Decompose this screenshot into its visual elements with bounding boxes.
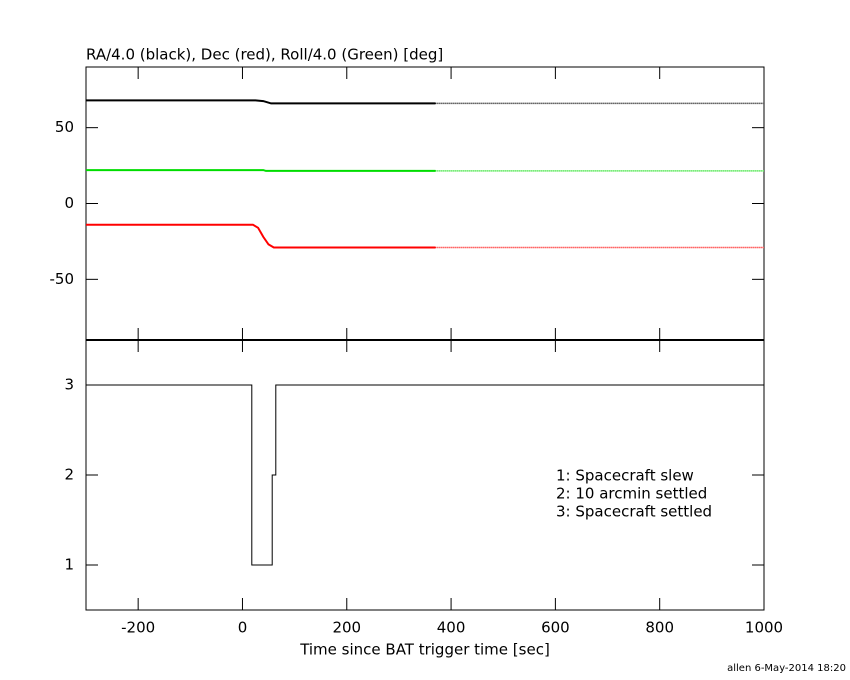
x-tick-label: 800 [645, 619, 674, 637]
x-tick-label: -200 [121, 619, 155, 637]
y-tick-label: 50 [55, 118, 74, 136]
series-line [86, 384, 764, 566]
annotation: 2: 10 arcmin settled [556, 485, 707, 503]
x-tick-label: 200 [332, 619, 361, 637]
series-line [86, 169, 436, 172]
x-tick-label: 600 [541, 619, 570, 637]
plot-frame [85, 66, 765, 341]
x-tick-label: 0 [238, 619, 248, 637]
series-line [86, 223, 436, 249]
x-tick-label: 400 [437, 619, 466, 637]
series-line [86, 99, 436, 105]
x-axis-label: Time since BAT trigger time [sec] [299, 641, 550, 659]
y-tick-label: -50 [50, 270, 75, 288]
annotation: 1: Spacecraft slew [556, 467, 694, 485]
annotation: 3: Spacecraft settled [556, 503, 712, 521]
y-tick-label: 2 [64, 466, 74, 484]
chart-title: RA/4.0 (black), Dec (red), Roll/4.0 (Gre… [86, 46, 443, 64]
footer: allen 6-May-2014 18:20 [727, 663, 846, 674]
x-tick-label: 1000 [745, 619, 783, 637]
y-tick-label: 0 [64, 194, 74, 212]
y-tick-label: 3 [64, 376, 74, 394]
y-tick-label: 1 [64, 556, 74, 574]
